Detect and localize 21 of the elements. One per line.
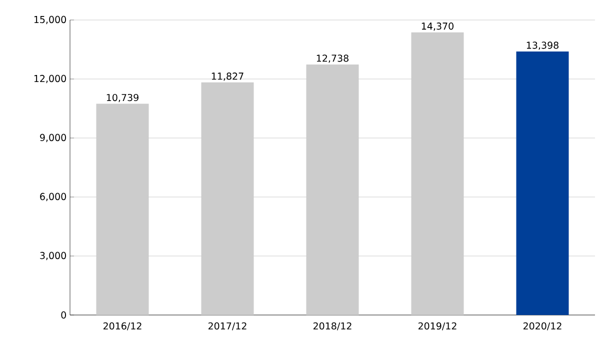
data-label: 13,398 — [526, 42, 558, 50]
x-tick-label: 2018/12 — [313, 322, 352, 330]
y-tick-label: 12,000 — [34, 74, 66, 84]
y-tick-label: 3,000 — [40, 252, 66, 260]
x-tick-label: 2019/12 — [418, 322, 456, 330]
data-label: 11,827 — [212, 72, 244, 81]
bar — [411, 32, 464, 315]
bar — [306, 64, 359, 315]
y-tick-label: 0 — [61, 311, 66, 319]
y-tick-label: 9,000 — [40, 134, 66, 142]
data-label: 14,370 — [422, 22, 454, 31]
bar — [201, 82, 254, 315]
data-label: 12,738 — [316, 54, 348, 63]
x-tick-label: 2017/12 — [208, 322, 246, 330]
bar — [516, 52, 569, 315]
x-tick-label: 2016/12 — [103, 322, 142, 330]
bar — [96, 104, 149, 315]
data-label: 10,739 — [106, 94, 138, 102]
y-tick-label: 15,000 — [34, 16, 66, 24]
y-tick-label: 6,000 — [40, 192, 66, 202]
x-tick-label: 2020/12 — [523, 322, 562, 330]
